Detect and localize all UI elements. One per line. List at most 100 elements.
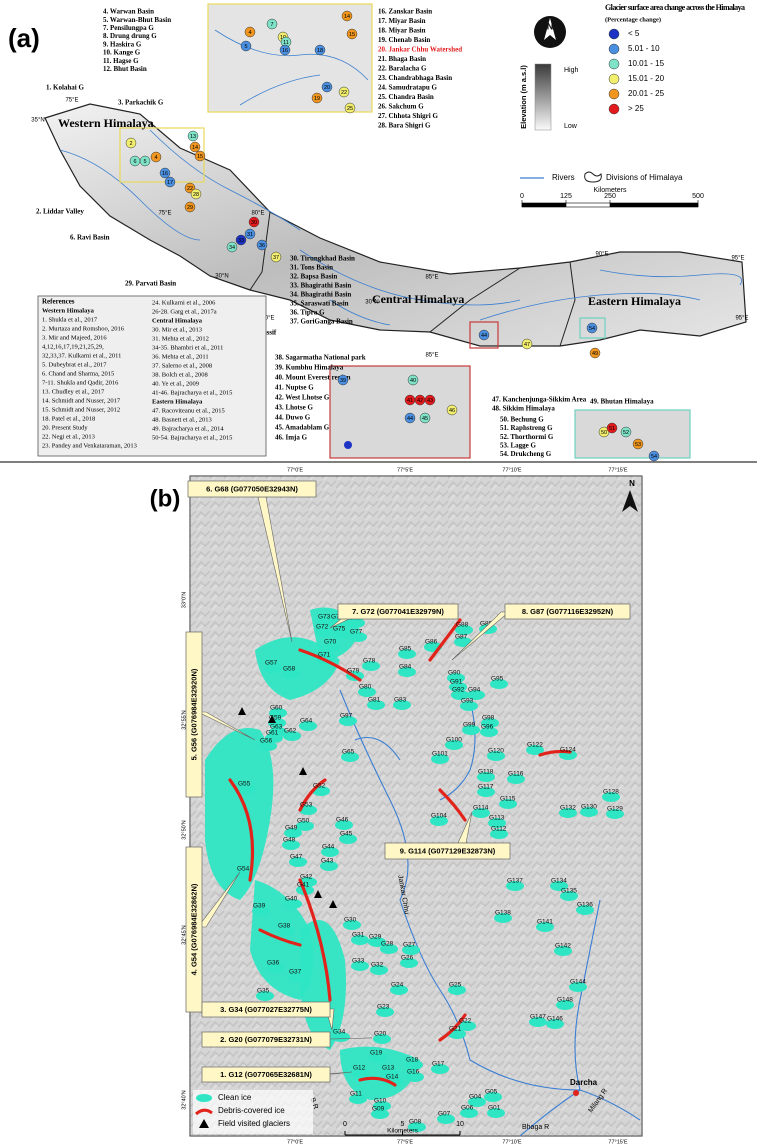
glacier-label: G70 (324, 639, 337, 646)
glacier-label: G85 (399, 646, 412, 653)
glacier-label: G50 (297, 818, 310, 825)
glacier-label: G142 (555, 943, 571, 950)
glacier-label: G35 (257, 988, 270, 995)
reference: 15. Schmidt and Nusser, 2012 (42, 406, 120, 413)
glacier-label: G78 (363, 658, 376, 665)
reference: 36. Mehta et al., 2011 (152, 353, 209, 360)
north-label: N (547, 21, 554, 31)
glacier-label: G137 (507, 878, 523, 885)
legend-title: Glacier surface area change across the H… (605, 3, 745, 12)
callout-label: 5. G56 (G076984E32920N) (189, 668, 198, 760)
scale-tick-label: 125 (560, 193, 572, 200)
glacier-label: G141 (537, 919, 553, 926)
site-marker-label: 44 (407, 416, 413, 422)
site-name: 43. Lhotse G (275, 404, 313, 412)
site-marker-label: 14 (192, 145, 198, 151)
site-name: 30. Tirungkhad Basin (290, 255, 355, 263)
legend-division (585, 172, 602, 182)
scale-tick-label: 5 (401, 1121, 405, 1128)
site-marker-label: 42 (417, 398, 423, 404)
site-marker-label: 7 (270, 22, 273, 28)
graticule-label: 85°E (425, 275, 438, 281)
reference: 34-35. Bhambri et al., 2011 (152, 344, 223, 351)
reference: 40. Ye et al., 2009 (152, 380, 199, 387)
site-name: 19. Chenab Basin (378, 36, 430, 44)
legend-swatch (609, 44, 619, 54)
glacier-label: G17 (432, 1061, 445, 1068)
glacier-label: G13 (382, 1065, 395, 1072)
glacier-label: G12 (353, 1065, 366, 1072)
scale-segment (522, 203, 566, 207)
site-marker-label: 6 (133, 159, 136, 165)
site-name: 35. Saraswati Basin (290, 300, 349, 308)
graticule-label: 32°45'N (181, 925, 187, 944)
glacier-label: G52 (313, 783, 326, 790)
site-name: 53. Lagge G (500, 441, 537, 449)
graticule-label: 32°55'N (181, 710, 187, 729)
glacier-label: G96 (481, 724, 494, 731)
reference: 14. Schmidt and Nusser, 2017 (42, 397, 121, 404)
glacier-label: G27 (403, 942, 416, 949)
glacier-label: G100 (446, 737, 462, 744)
site-name: 37. GoriGanga Basin (290, 318, 353, 326)
reference: 6. Chand and Sharma, 2015 (42, 370, 114, 377)
reference: 4,12,16,17,19,21,25,29, (42, 343, 104, 350)
site-name: 1. Kolahai G (46, 84, 84, 92)
callout-label: 9. G114 (G077129E32873N) (400, 846, 496, 855)
glacier-label: G146 (547, 1016, 563, 1023)
glacier-label: G21 (449, 1026, 462, 1033)
site-name: 4. Warwan Basin (103, 8, 154, 16)
site-name: 6. Ravi Basin (70, 234, 110, 242)
reference: 2. Murtaza and Romshoo, 2016 (42, 325, 125, 332)
graticule-label: 75°E (65, 98, 78, 104)
legend-swatch (609, 59, 619, 69)
site-marker-label: 15 (349, 32, 355, 38)
glacier-label: G81 (368, 697, 381, 704)
settlement (573, 1090, 579, 1096)
callout-label: 6. G68 (G077050E32943N) (206, 484, 298, 493)
reference: 20. Present Study (42, 424, 88, 431)
glacier-label: G91 (450, 679, 463, 686)
site-name: 28. Bara Shigri G (378, 122, 431, 130)
place-name: Darcha (570, 1078, 598, 1087)
legend-swatch (609, 89, 619, 99)
site-marker-label: 40 (410, 378, 416, 384)
site-name: 3. Parkachik G (118, 99, 164, 107)
glacier-label: G138 (495, 910, 511, 917)
legend-swatch (609, 104, 619, 114)
legend-label: > 25 (628, 104, 644, 113)
reference: 26-28. Garg et al., 2017a (152, 308, 217, 315)
glacier-label: G33 (352, 958, 365, 965)
site-marker-label: 16 (162, 171, 168, 177)
graticule-label: 77°0'E (287, 467, 303, 473)
glacier-label: G54 (237, 866, 250, 873)
site-marker-label: 34 (229, 245, 235, 251)
glacier-label: G99 (463, 722, 476, 729)
callout-label: 2. G20 (G077079E32731N) (220, 1035, 312, 1044)
site-name: 24. Samudratapu G (378, 84, 437, 92)
legend-label: < 5 (628, 29, 640, 38)
reference: 24. Kulkarni et al., 2006 (152, 299, 216, 306)
glacier-label: G44 (322, 844, 335, 851)
glacier-label: G132 (560, 805, 576, 812)
glacier-label: G58 (283, 666, 296, 673)
glacier-label: G30 (344, 917, 357, 924)
site-name: 10. Kange G (103, 49, 141, 57)
glacier-label: G116 (508, 771, 524, 778)
site-name: 23. Chandrabhaga Basin (378, 74, 452, 82)
glacier-label: G62 (284, 728, 297, 735)
graticule-label: 95°E (731, 256, 744, 262)
site-marker-label: 39 (340, 378, 346, 384)
site-name: 34. Bhagirathi Basin (290, 291, 351, 299)
glacier-label: G23 (377, 1004, 390, 1011)
graticule-label: 77°15'E (608, 467, 627, 473)
glacier-label: G120 (488, 748, 504, 755)
site-name: 42. West Lhotse G (275, 394, 330, 402)
site-name: 47. Kanchenjunga-Sikkim Area (492, 396, 587, 404)
place-name: Bhaga R (522, 1124, 549, 1131)
reference: 7-11. Shukla and Qadir, 2016 (42, 379, 119, 386)
reference: 23. Pandey and Venkataraman, 2013 (42, 442, 137, 449)
glacier-label: G115 (500, 796, 516, 803)
glacier-label: G40 (285, 896, 298, 903)
glacier-label: G93 (461, 698, 474, 705)
